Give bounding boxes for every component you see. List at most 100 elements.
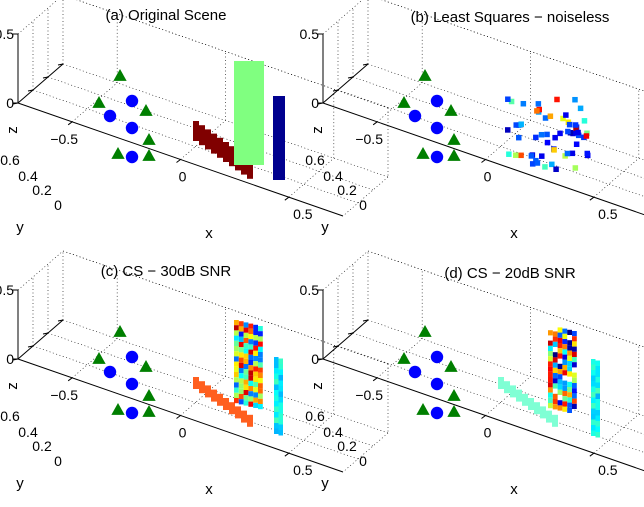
wall-voxel <box>253 345 258 351</box>
strip-voxel <box>223 142 229 162</box>
y-tick <box>347 76 354 79</box>
wall-voxel <box>248 365 254 371</box>
wall-voxel <box>248 360 254 366</box>
wall-voxel <box>238 321 244 327</box>
wall-voxel <box>572 331 577 337</box>
wall-voxel <box>234 325 239 331</box>
wall-voxel <box>548 340 553 346</box>
grid-line <box>62 63 389 178</box>
side-voxel <box>591 375 596 381</box>
triangle-marker <box>139 104 153 116</box>
side-voxel <box>591 359 596 365</box>
subplot-d: (d) CS − 20dB SNR−0.500.500.20.40.600.5x… <box>300 250 644 498</box>
strip-voxel <box>534 402 540 415</box>
triangle-marker <box>447 405 461 417</box>
voxel <box>565 128 571 135</box>
wall-voxel <box>557 400 563 406</box>
grid-line <box>32 345 359 460</box>
wall-voxel <box>258 362 263 368</box>
voxel <box>542 164 548 170</box>
side-voxel <box>591 403 596 409</box>
side-voxel <box>274 395 279 401</box>
wall-voxel <box>248 328 254 334</box>
wall-voxel <box>238 383 244 389</box>
wall-voxel <box>562 401 568 407</box>
strip-voxel <box>205 385 211 398</box>
wall-voxel <box>567 387 572 393</box>
wall-voxel <box>548 371 553 377</box>
voxel <box>584 150 591 157</box>
wall-voxel <box>243 395 249 401</box>
side-voxel <box>595 426 600 432</box>
wall-voxel <box>248 334 254 340</box>
side-voxel <box>274 401 279 407</box>
wall-voxel <box>243 332 249 338</box>
grid-line <box>322 0 363 35</box>
wall-voxel <box>238 362 244 368</box>
triangle-marker <box>142 149 156 161</box>
wall-voxel <box>253 340 258 346</box>
z-tick-label: 0 <box>311 95 319 111</box>
triangle-marker <box>447 389 461 401</box>
voxel <box>538 131 545 138</box>
voxel <box>554 96 560 103</box>
side-voxel <box>274 412 279 418</box>
y-tick-label: 0.4 <box>18 424 38 440</box>
wall-voxel <box>248 349 254 355</box>
voxel <box>505 96 511 102</box>
wall-voxel <box>253 350 258 356</box>
grid-line <box>76 0 389 109</box>
voxel <box>572 165 579 171</box>
triangle-marker <box>111 147 125 159</box>
wall-voxel <box>562 370 568 376</box>
side-voxel <box>595 421 600 427</box>
side-voxel <box>591 392 596 398</box>
side-voxel <box>595 377 600 383</box>
wall-voxel <box>253 382 258 388</box>
y-tick <box>27 345 34 348</box>
side-voxel <box>278 386 283 392</box>
z-axis-label: z <box>309 126 326 134</box>
circle-marker <box>103 365 117 379</box>
strip-voxel <box>217 393 223 406</box>
y-tick-label: 0 <box>54 197 62 213</box>
wall-voxel <box>557 363 563 369</box>
x-tick <box>481 415 486 419</box>
wall-voxel <box>557 353 563 359</box>
z-tick-label: 0 <box>6 351 14 367</box>
z-tick-label: 0 <box>311 351 319 367</box>
x-tick-label: 0.5 <box>293 462 313 478</box>
voxel <box>513 122 519 128</box>
voxel <box>513 152 519 158</box>
y-tick-label: 0.6 <box>305 408 325 424</box>
voxel <box>572 96 578 103</box>
wall-voxel <box>552 357 558 363</box>
circle-marker <box>125 94 139 108</box>
triangle-marker <box>142 405 156 417</box>
triangle-marker <box>142 389 156 401</box>
triangle-marker <box>142 133 156 145</box>
y-tick-label: 0.6 <box>305 152 325 168</box>
voxel <box>575 132 582 139</box>
circle-marker <box>430 121 444 135</box>
subplot-title: (a) Original Scene <box>106 7 227 24</box>
side-voxel <box>278 358 283 364</box>
wall-voxel <box>248 344 254 350</box>
x-tick-label: 0.5 <box>293 206 313 222</box>
voxel <box>547 113 554 119</box>
wall-voxel <box>562 339 568 345</box>
wall-voxel <box>548 403 553 409</box>
y-tick-label: 0.4 <box>323 168 343 184</box>
circle-marker <box>125 121 139 135</box>
side-voxel <box>278 424 283 430</box>
wall-voxel <box>234 398 239 404</box>
wall-voxel <box>234 320 239 326</box>
wall-voxel <box>552 373 558 379</box>
side-voxel <box>278 413 283 419</box>
wall-voxel <box>562 333 568 339</box>
voxel <box>533 134 539 141</box>
x-tick <box>176 159 181 163</box>
strip-voxel <box>229 146 235 167</box>
x-tick <box>67 377 73 382</box>
